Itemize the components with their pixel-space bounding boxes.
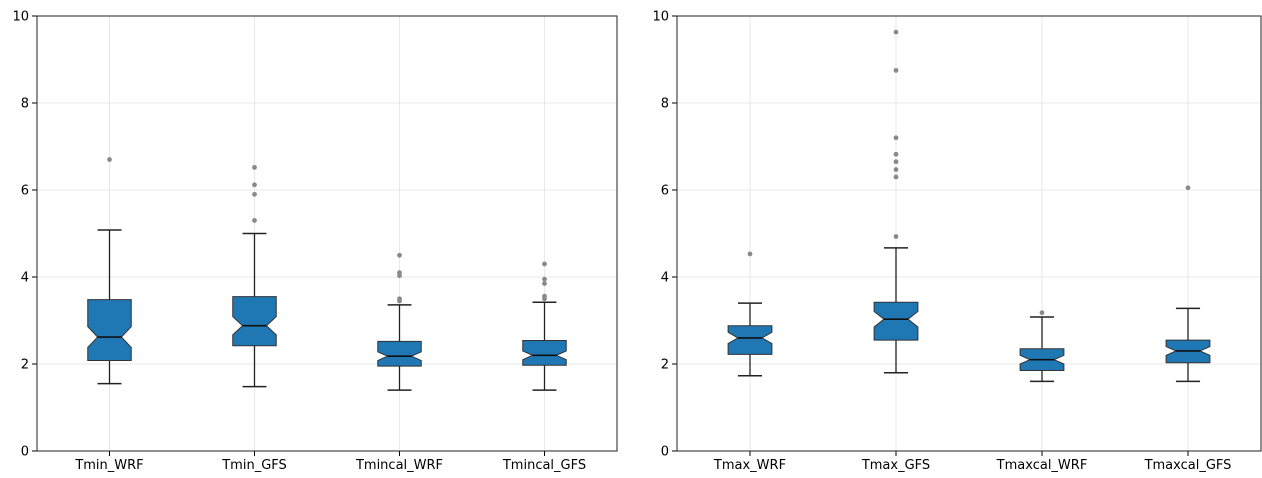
- box-1: [727, 325, 773, 355]
- subplot-1: 0 2 4 6 8 10 Tmin_WRF Tmin_GFS Tmincal_WRF Tminca…: [12, 10, 618, 473]
- flier-point: [893, 135, 899, 141]
- flier-point: [893, 151, 899, 157]
- flier-point: [893, 159, 899, 165]
- flier-point: [542, 281, 547, 286]
- y-tick-label: 4: [661, 271, 669, 286]
- box-3: [377, 340, 422, 367]
- flier-point: [893, 174, 899, 180]
- y-tick-label: 10: [652, 10, 669, 25]
- x-tick-label: Tmincal_GFS: [502, 458, 586, 473]
- flier-point: [252, 182, 257, 188]
- flier-point: [747, 251, 753, 257]
- x-tick-label: Tmax_GFS: [861, 458, 930, 473]
- flier-point: [397, 270, 402, 276]
- x-tick-label: Tmin_WRF: [74, 458, 143, 473]
- y-tick-label: 2: [661, 358, 669, 373]
- y-tick-label: 0: [661, 445, 669, 460]
- x-tick-label: Tmin_GFS: [221, 458, 287, 473]
- axes-frame: [36, 15, 618, 452]
- y-tick-label: 8: [661, 97, 669, 112]
- flier-point: [1039, 310, 1045, 316]
- box-2: [873, 301, 919, 341]
- flier-point: [252, 164, 257, 170]
- y-tick-label: 0: [21, 445, 29, 460]
- x-tick-label: Tmaxcal_GFS: [1144, 458, 1232, 473]
- y-tick-label: 10: [12, 10, 29, 25]
- box-4: [522, 340, 567, 366]
- flier-point: [397, 296, 402, 302]
- x-tick-label: Tmaxcal_WRF: [996, 458, 1088, 473]
- flier-point: [893, 167, 899, 172]
- flier-point: [107, 157, 112, 162]
- y-tick-label: 6: [661, 184, 669, 199]
- flier-point: [893, 29, 899, 35]
- flier-point: [397, 252, 402, 258]
- flier-point: [542, 276, 547, 282]
- flier-point: [1185, 185, 1191, 191]
- flier-point: [252, 191, 257, 197]
- x-tick-label: Tmax_WRF: [713, 458, 786, 473]
- flier-point: [252, 218, 257, 223]
- flier-point: [893, 234, 899, 239]
- y-tick-label: 2: [21, 358, 29, 373]
- flier-point: [893, 67, 899, 73]
- flier-point: [542, 293, 547, 299]
- y-tick-label: 8: [21, 97, 29, 112]
- x-tick-label: Tmincal_WRF: [355, 458, 443, 473]
- y-tick-label: 4: [21, 271, 29, 286]
- flier-point: [542, 261, 547, 267]
- box-1: [87, 299, 132, 362]
- axes-frame: [676, 15, 1262, 452]
- subplot-2: 0 2 4 6 8 10 Tmax_WRF Tmax_GFS Tmaxcal_WRF Tmaxca…: [652, 10, 1262, 473]
- y-tick-label: 6: [21, 184, 29, 199]
- box-2: [232, 296, 277, 347]
